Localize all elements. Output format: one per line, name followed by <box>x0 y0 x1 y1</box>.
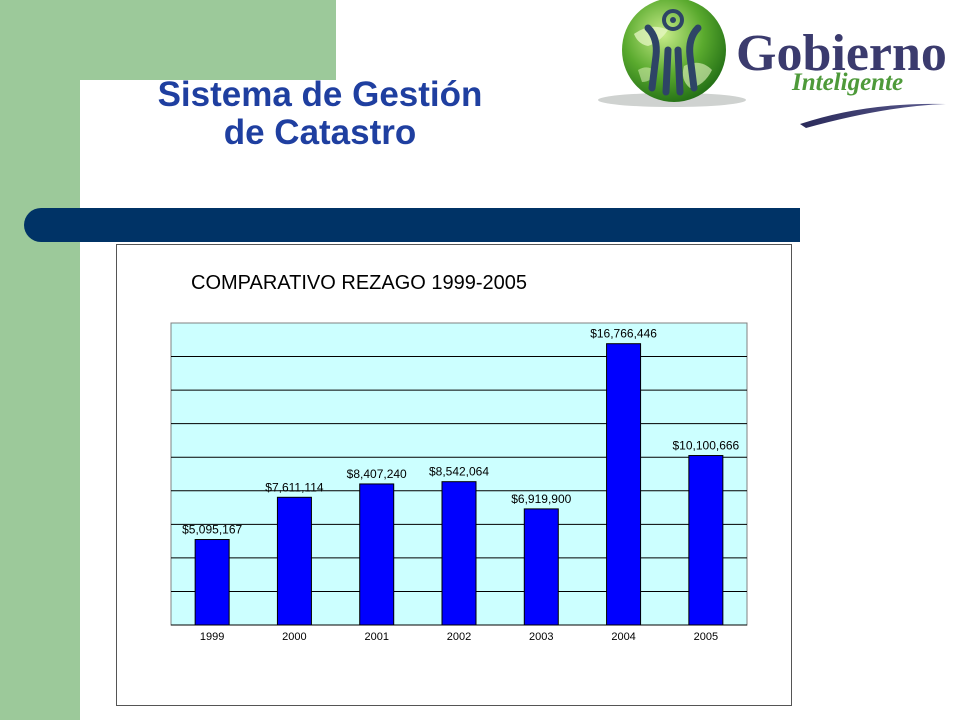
x-tick-2001: 2001 <box>364 631 388 643</box>
x-tick-2000: 2000 <box>282 631 306 643</box>
data-label-1999: $5,095,167 <box>182 523 242 537</box>
logo-word-gobierno: Gobierno <box>736 25 947 82</box>
bar-1999 <box>194 539 230 626</box>
bar-chart: COMPARATIVO REZAGO 1999-2005 $5,095,167$… <box>170 272 748 643</box>
bar-2004 <box>606 343 642 626</box>
left-green-band <box>0 0 80 720</box>
gobierno-inteligente-logo: Gobierno Inteligente <box>598 0 947 128</box>
bar-2001 <box>359 483 395 626</box>
header-divider-bar <box>24 208 800 242</box>
bar-2005 <box>688 455 724 626</box>
data-label-2005: $10,100,666 <box>672 439 739 453</box>
data-label-2002: $8,542,064 <box>429 465 489 479</box>
x-tick-2003: 2003 <box>529 631 553 643</box>
data-labels: $5,095,167 $7,611,114 $8,407,240 $8,542,064… <box>182 327 739 537</box>
chart-panel: COMPARATIVO REZAGO 1999-2005 $5,095,167 $… <box>116 244 792 706</box>
top-green-band <box>80 0 336 80</box>
bars <box>194 343 724 626</box>
x-axis-ticks: 1999 2000 2001 2002 2003 2004 2005 <box>200 631 718 643</box>
globe-icon <box>598 0 746 107</box>
gridlines <box>171 356 747 592</box>
data-label-2000: $7,611,114 <box>265 480 324 494</box>
logo-word-inteligente: Inteligente <box>791 69 903 96</box>
x-tick-1999: 1999 <box>200 631 224 643</box>
data-label-2004: $16,766,446 <box>590 327 657 341</box>
data-label-2003: $6,919,900 <box>511 492 571 506</box>
x-tick-2005: 2005 <box>694 631 718 643</box>
bar-2000 <box>276 496 312 626</box>
x-tick-2002: 2002 <box>447 631 471 643</box>
slide-title-line-1: Sistema de Gestión <box>157 75 483 114</box>
logo-swoosh <box>800 103 946 128</box>
slide-title-line-2: de Catastro <box>223 113 417 152</box>
chart-title: COMPARATIVO REZAGO 1999-2005 <box>191 272 527 294</box>
bar-2003 <box>523 508 559 626</box>
data-label-2001: $8,407,240 <box>347 467 407 481</box>
slide-title: Sistema de Gestión de Catastro <box>100 76 540 152</box>
x-tick-2004: 2004 <box>611 631 635 643</box>
bar-2002 <box>441 481 477 626</box>
